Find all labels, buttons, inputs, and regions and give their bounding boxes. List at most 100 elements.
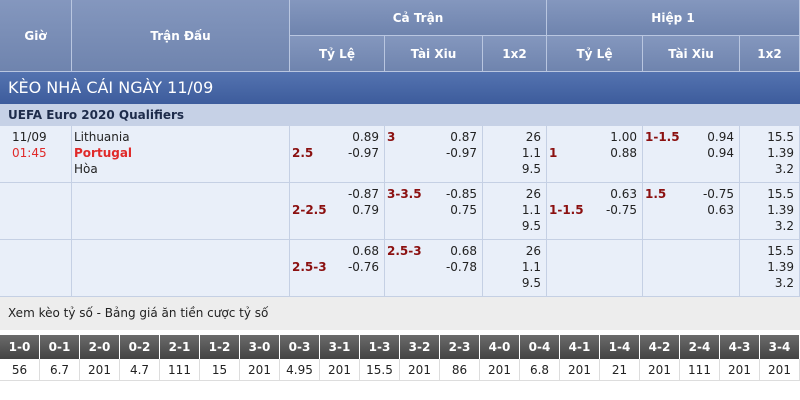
score-odds: 4.7 (120, 359, 160, 381)
score-odds: 201 (640, 359, 680, 381)
cell (290, 183, 385, 240)
handicap-line: 2.5 (292, 146, 314, 160)
cell (290, 126, 385, 183)
cell (643, 126, 740, 183)
cell (547, 183, 643, 240)
odds-1x2: 1.39 (767, 203, 794, 217)
cell (643, 183, 740, 240)
banner: KÈO NHÀ CÁI NGÀY 11/09 (0, 72, 800, 104)
odds: 0.68 (352, 244, 379, 258)
odds: -0.85 (445, 187, 477, 201)
score-title: Xem kèo tỷ số - Bảng giá ăn tiền cược tỷ… (0, 297, 800, 330)
away-team: Portugal (74, 146, 133, 160)
odds: 0.89 (352, 130, 379, 144)
odds-1x2: 9.5 (521, 219, 541, 233)
score-odds: 6.8 (520, 359, 560, 381)
odds: 0.75 (450, 203, 477, 217)
score-label: 3-2 (400, 335, 440, 359)
handicap-line: 1-1.5 (549, 203, 584, 217)
odds: -0.97 (445, 146, 477, 160)
cell (0, 183, 72, 240)
odds-1x2: 15.5 (767, 187, 794, 201)
cell (483, 183, 547, 240)
cell (483, 126, 547, 183)
odds: 0.79 (352, 203, 379, 217)
odds: 0.94 (707, 130, 734, 144)
score-odds: 201 (400, 359, 440, 381)
handicap-line: 2.5-3 (387, 244, 422, 258)
odds-1x2: 9.5 (521, 162, 541, 176)
cell (740, 183, 800, 240)
odds: 0.63 (707, 203, 734, 217)
draw: Hòa (74, 162, 98, 176)
score-label: 1-0 (0, 335, 40, 359)
odds-1x2: 9.5 (521, 276, 541, 290)
odds: 1.00 (610, 130, 637, 144)
score-label: 2-4 (680, 335, 720, 359)
match-date: 11/09 (12, 130, 47, 144)
cell (72, 240, 290, 297)
cell (643, 240, 740, 297)
header-time: Giờ (0, 0, 72, 72)
odds-1x2: 1.39 (767, 260, 794, 274)
odds: -0.78 (445, 260, 477, 274)
score-label: 4-2 (640, 335, 680, 359)
odds-1x2: 26 (525, 130, 541, 144)
odds: 0.87 (450, 130, 477, 144)
sub-header: Tài Xiu (385, 36, 483, 72)
cell (385, 183, 483, 240)
cell (547, 240, 643, 297)
league: UEFA Euro 2020 Qualifiers (0, 104, 800, 126)
odds-1x2: 1.1 (521, 146, 541, 160)
score-label: 0-4 (520, 335, 560, 359)
score-label: 3-0 (240, 335, 280, 359)
odds-1x2: 26 (525, 187, 541, 201)
odds-1x2: 3.2 (774, 276, 794, 290)
handicap-line: 1-1.5 (645, 130, 680, 144)
handicap-line: 3-3.5 (387, 187, 422, 201)
score-odds: 15.5 (360, 359, 400, 381)
score-odds: 201 (720, 359, 760, 381)
odds: -0.76 (347, 260, 379, 274)
score-odds: 201 (480, 359, 520, 381)
odds: -0.75 (605, 203, 637, 217)
cell (385, 240, 483, 297)
odds-1x2: 26 (525, 244, 541, 258)
cell (483, 240, 547, 297)
header-first-half: Hiệp 1 (547, 0, 800, 36)
odds-1x2: 1.1 (521, 260, 541, 274)
odds-1x2: 3.2 (774, 162, 794, 176)
score-odds: 6.7 (40, 359, 80, 381)
score-label: 3-4 (760, 335, 800, 359)
handicap-line: 2-2.5 (292, 203, 327, 217)
score-label: 4-1 (560, 335, 600, 359)
score-odds: 201 (80, 359, 120, 381)
score-label: 1-4 (600, 335, 640, 359)
score-label: 2-3 (440, 335, 480, 359)
score-odds: 201 (320, 359, 360, 381)
sub-header: 1x2 (483, 36, 547, 72)
sub-header: Tài Xiu (643, 36, 740, 72)
odds: -0.97 (347, 146, 379, 160)
score-odds: 4.95 (280, 359, 320, 381)
odds: 0.63 (610, 187, 637, 201)
odds: -0.75 (702, 187, 734, 201)
score-label: 4-3 (720, 335, 760, 359)
cell (0, 240, 72, 297)
score-label: 2-0 (80, 335, 120, 359)
odds: 0.88 (610, 146, 637, 160)
score-odds: 111 (680, 359, 720, 381)
score-odds: 21 (600, 359, 640, 381)
score-label: 0-2 (120, 335, 160, 359)
home-team: Lithuania (74, 130, 130, 144)
header-match: Trận Đấu (72, 0, 290, 72)
sub-header: Tỷ Lệ (290, 36, 385, 72)
score-odds: 15 (200, 359, 240, 381)
score-label: 3-1 (320, 335, 360, 359)
sub-header: 1x2 (740, 36, 800, 72)
handicap-line: 1 (549, 146, 558, 160)
score-label: 0-1 (40, 335, 80, 359)
odds: 0.94 (707, 146, 734, 160)
cell (0, 126, 72, 183)
